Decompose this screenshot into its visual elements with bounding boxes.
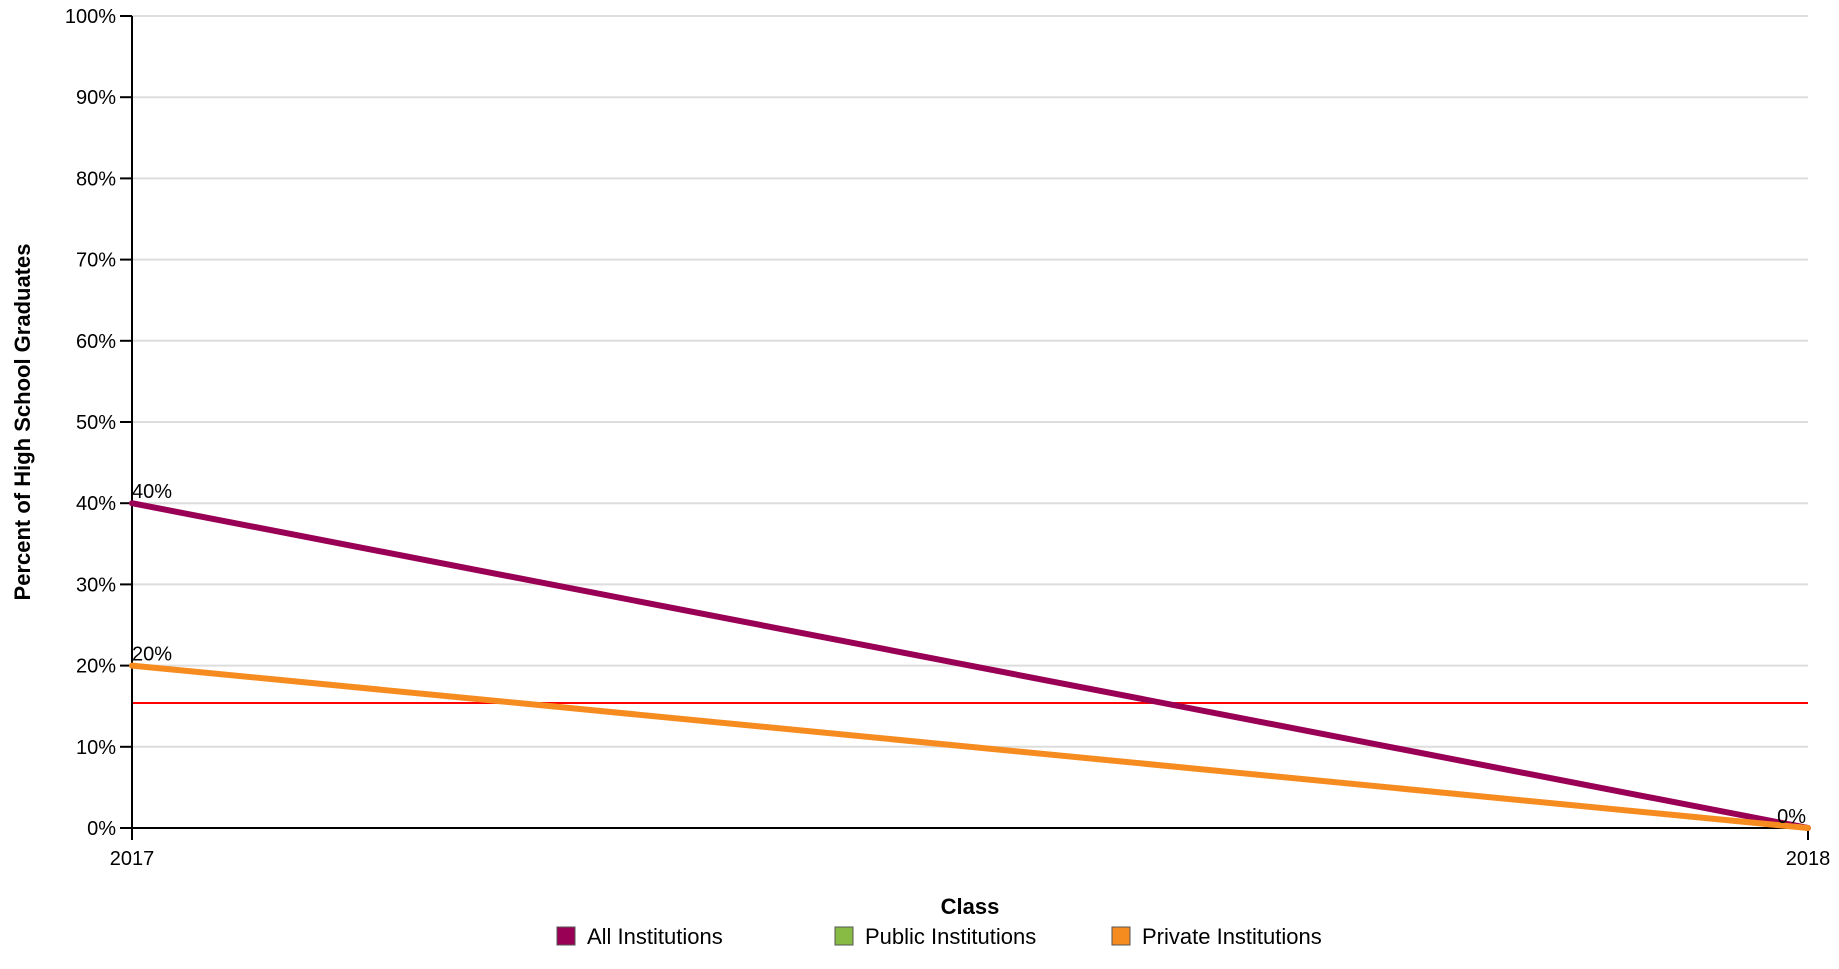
y-tick-label: 90% (76, 87, 116, 109)
y-tick-label: 50% (76, 412, 116, 434)
y-tick-label: 10% (76, 737, 116, 759)
y-tick-label: 100% (65, 6, 116, 28)
legend: All Institutions Public Institutions Priva… (557, 924, 1322, 949)
legend-label: Private Institutions (1142, 924, 1322, 949)
x-tick-label: 2018 (1786, 848, 1831, 870)
data-label: 20% (132, 644, 172, 666)
y-tick-label: 40% (76, 493, 116, 515)
y-tick-label: 80% (76, 168, 116, 190)
y-tick-label: 20% (76, 656, 116, 678)
legend-label: All Institutions (587, 924, 723, 949)
y-tick-label: 0% (87, 818, 116, 840)
legend-swatch (835, 927, 853, 945)
legend-label: Public Institutions (865, 924, 1036, 949)
x-axis-title: Class (941, 894, 1000, 919)
axes: 0% 10% 20% 30% 40% 50% 60% 70% 80% 90% 100% 2017 201… (65, 6, 1830, 870)
legend-swatch (557, 927, 575, 945)
y-tick-label: 70% (76, 250, 116, 272)
data-label: 40% (132, 481, 172, 503)
gridlines (132, 16, 1808, 747)
y-tick-label: 60% (76, 331, 116, 353)
y-tick-label: 30% (76, 574, 116, 596)
legend-swatch (1112, 927, 1130, 945)
data-label: 0% (1777, 806, 1806, 828)
y-axis-title: Percent of High School Graduates (10, 244, 35, 601)
x-tick-label: 2017 (110, 848, 155, 870)
